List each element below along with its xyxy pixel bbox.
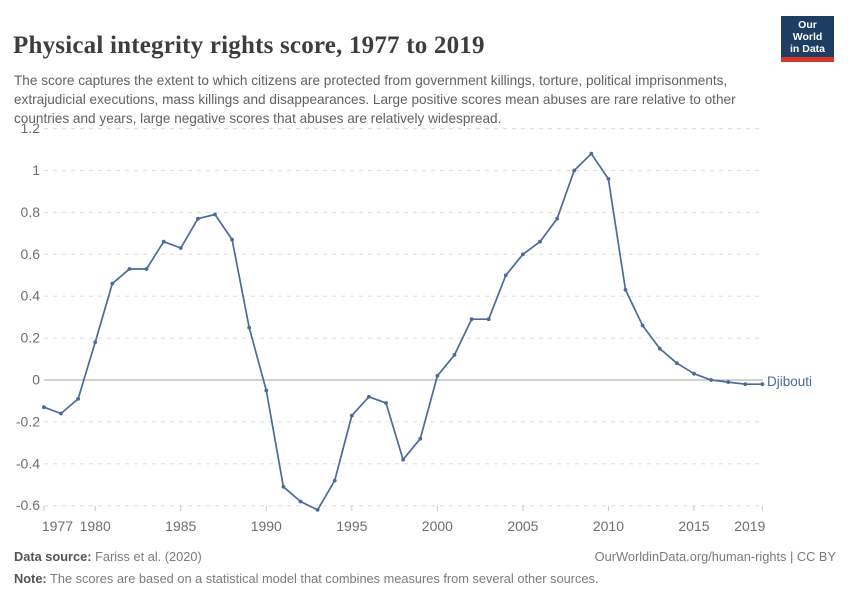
data-point xyxy=(486,317,491,322)
data-point xyxy=(435,373,440,378)
data-point xyxy=(127,267,132,271)
data-point xyxy=(42,405,46,410)
y-tick-label: -0.4 xyxy=(16,455,40,471)
data-point xyxy=(538,239,542,244)
owid-logo-line1: Our World xyxy=(792,19,823,43)
page-title: Physical integrity rights score, 1977 to… xyxy=(13,31,485,59)
data-point xyxy=(606,177,611,181)
data-point xyxy=(110,281,115,286)
y-tick-label: -0.2 xyxy=(16,413,40,429)
x-tick-label: 1995 xyxy=(336,518,367,534)
note-label: Note: xyxy=(14,571,47,586)
data-point xyxy=(59,411,63,416)
data-point xyxy=(555,216,559,221)
data-source-line: Data source: Fariss et al. (2020) xyxy=(14,549,202,564)
owid-logo-accent-bar xyxy=(781,57,834,62)
data-point xyxy=(349,413,354,418)
data-point xyxy=(315,508,320,512)
data-point xyxy=(264,388,269,393)
x-tick-label: 2010 xyxy=(593,518,624,534)
x-tick-label: 2019 xyxy=(734,518,765,534)
data-point xyxy=(367,394,371,399)
data-point xyxy=(657,346,662,351)
data-point xyxy=(743,382,748,387)
data-point xyxy=(281,484,286,489)
data-point xyxy=(692,371,696,376)
data-point xyxy=(213,212,217,217)
data-point xyxy=(93,340,98,345)
data-line xyxy=(43,152,764,511)
data-point xyxy=(726,380,731,384)
data-point xyxy=(298,499,303,504)
x-tick-label: 2000 xyxy=(422,518,453,534)
data-point xyxy=(178,246,183,250)
data-point xyxy=(452,353,457,357)
data-point xyxy=(196,216,200,221)
data-point xyxy=(332,478,337,483)
data-point xyxy=(675,361,679,366)
data-point xyxy=(401,457,405,462)
series-label-djibouti: Djibouti xyxy=(767,374,813,389)
data-point xyxy=(469,317,474,322)
data-point xyxy=(161,239,166,244)
data-source-label: Data source: xyxy=(14,549,92,564)
x-tick-label: 1977 xyxy=(42,518,73,534)
y-tick-label: 0.2 xyxy=(21,330,41,346)
y-tick-label: 0.6 xyxy=(21,246,41,262)
data-point xyxy=(76,397,80,401)
data-point xyxy=(418,436,423,441)
note-value: The scores are based on a statistical mo… xyxy=(46,571,599,586)
data-point xyxy=(384,401,388,405)
data-point xyxy=(572,168,577,173)
owid-logo-line2: in Data xyxy=(789,43,825,55)
citation-link[interactable]: OurWorldinData.org/human-rights | CC BY xyxy=(594,549,836,564)
data-point xyxy=(709,378,713,382)
chart-subtitle: The score captures the extent to which c… xyxy=(14,72,736,126)
owid-logo: Our World in Data xyxy=(781,16,834,62)
data-point xyxy=(760,382,765,387)
y-tick-label: 0.8 xyxy=(21,204,41,220)
x-tick-label: 2005 xyxy=(507,518,538,534)
x-tick-label: 1980 xyxy=(80,518,111,534)
x-tick-label: 2015 xyxy=(678,518,709,534)
y-tick-label: 0.4 xyxy=(21,288,41,304)
data-point xyxy=(144,267,149,271)
data-point xyxy=(521,252,525,257)
data-point xyxy=(503,273,508,278)
owid-logo-box: Our World in Data xyxy=(781,16,834,57)
y-tick-label: 0 xyxy=(32,372,40,388)
data-point xyxy=(230,237,235,242)
y-tick-label: -0.6 xyxy=(16,497,40,513)
data-point xyxy=(247,325,252,330)
data-point xyxy=(640,323,645,328)
x-tick-label: 1985 xyxy=(165,518,196,534)
data-source-value: Fariss et al. (2020) xyxy=(91,549,202,564)
y-tick-label: 1.2 xyxy=(21,120,41,136)
x-tick-label: 1990 xyxy=(251,518,282,534)
note-line: Note: The scores are based on a statisti… xyxy=(14,571,598,586)
data-point xyxy=(589,151,594,156)
data-point xyxy=(623,288,628,292)
y-tick-label: 1 xyxy=(32,162,40,178)
